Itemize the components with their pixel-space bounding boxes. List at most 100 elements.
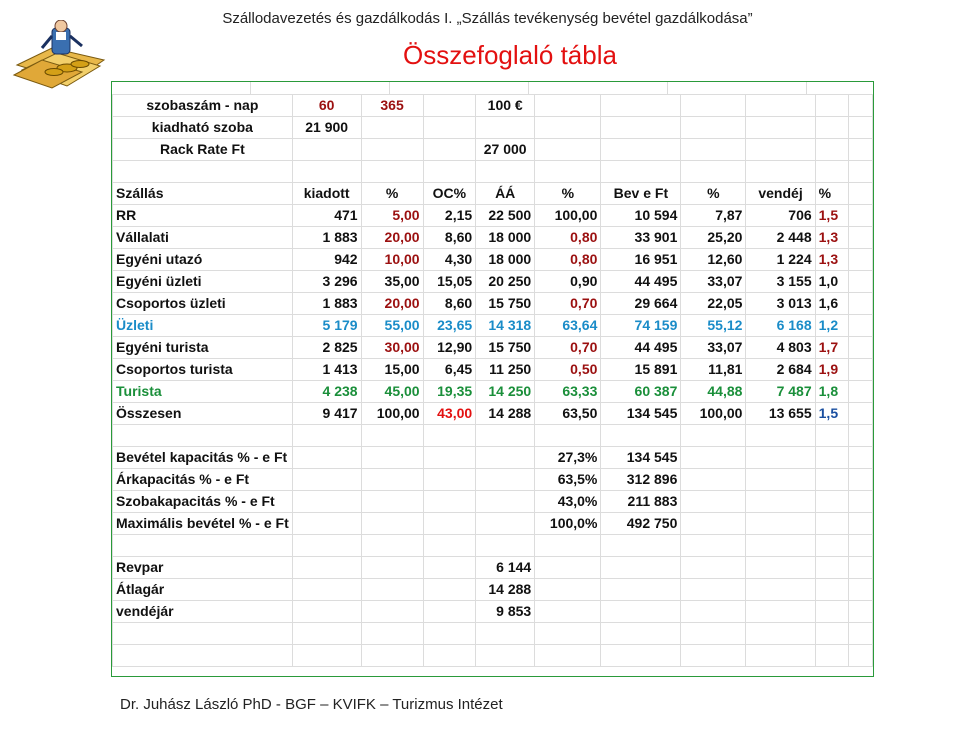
- kpi-label: Átlagár: [112, 578, 293, 601]
- segment-row: Vállalati 1 883 20,00 8,60 18 000 0,80 33 901 2…: [112, 226, 873, 249]
- guests-cell: 13 655: [745, 402, 816, 425]
- pct3-cell: 11,81: [680, 358, 747, 381]
- guests-cell: 3 155: [745, 270, 816, 293]
- pct1-cell: 20,00: [360, 292, 424, 315]
- table-cell: [360, 556, 424, 579]
- oc-cell: 8,60: [422, 226, 477, 249]
- table-cell: [360, 644, 424, 667]
- sold-cell: 1 883: [291, 226, 362, 249]
- table-cell: [680, 556, 747, 579]
- table-cell: [848, 424, 873, 447]
- table-cell: [360, 490, 424, 513]
- kpi-value: 6 144: [475, 556, 536, 579]
- table-cell: [848, 446, 873, 469]
- sold-cell: 2 825: [291, 336, 362, 359]
- pct4-cell: 1,2: [814, 314, 850, 337]
- table-cell: [475, 160, 536, 183]
- rev-cell: 44 495: [600, 336, 682, 359]
- kpi-label: vendéjár: [112, 600, 293, 623]
- table-cell: [600, 424, 682, 447]
- table-cell: [848, 490, 873, 513]
- segment-row: Csoportos üzleti 1 883 20,00 8,60 15 750 0,70…: [112, 292, 873, 315]
- table-cell: [534, 424, 602, 447]
- capacity-row: Bevétel kapacitás % - e Ft 27,3% 134 545: [112, 446, 873, 469]
- pct2-cell: 63,64: [534, 314, 602, 337]
- oc-cell: 8,60: [422, 292, 477, 315]
- table-cell: [680, 534, 747, 557]
- table-cell: [745, 512, 816, 535]
- rooms-nights-label: szobaszám - nap: [112, 94, 293, 117]
- table-cell: [600, 622, 682, 645]
- header-revenue: Bev e Ft: [600, 182, 682, 205]
- pct3-cell: 100,00: [680, 402, 747, 425]
- table-cell: [475, 116, 536, 139]
- aa-cell: 11 250: [475, 358, 536, 381]
- table-cell: [534, 644, 602, 667]
- table-cell: [848, 556, 873, 579]
- rev-cell: 15 891: [600, 358, 682, 381]
- table-cell: [848, 270, 873, 293]
- table-cell: [680, 490, 747, 513]
- table-cell: [360, 160, 424, 183]
- capacity-pct: 63,5%: [534, 468, 602, 491]
- table-cell: [848, 600, 873, 623]
- segment-name: Csoportos üzleti: [112, 292, 293, 315]
- table-cell: [422, 644, 477, 667]
- table-cell: [422, 600, 477, 623]
- table-cell: [848, 182, 873, 205]
- table-cell: [112, 160, 293, 183]
- table-cell: [814, 94, 850, 117]
- table-cell: [291, 512, 362, 535]
- pct2-cell: 0,80: [534, 226, 602, 249]
- segment-row: Üzleti 5 179 55,00 23,65 14 318 63,64 74 159 55…: [112, 314, 873, 337]
- blank-row: [112, 424, 873, 447]
- kpi-row: vendéjár 9 853: [112, 600, 873, 623]
- aa-cell: 18 000: [475, 248, 536, 271]
- header-pct: %: [680, 182, 747, 205]
- kpi-row: Átlagár 14 288: [112, 578, 873, 601]
- table-cell: [745, 556, 816, 579]
- rooms-value: 60: [291, 94, 362, 117]
- capacity-pct: 27,3%: [534, 446, 602, 469]
- capacity-label: Bevétel kapacitás % - e Ft: [112, 446, 293, 469]
- capacity-label: Maximális bevétel % - e Ft: [112, 512, 293, 535]
- segment-row: Egyéni utazó 942 10,00 4,30 18 000 0,80 16 951…: [112, 248, 873, 271]
- segment-name: Üzleti: [112, 314, 293, 337]
- blank-row: [112, 644, 873, 667]
- table-cell: [291, 600, 362, 623]
- table-cell: [680, 160, 747, 183]
- table-cell: [291, 138, 362, 161]
- money-pile-clipart-icon: [12, 20, 106, 89]
- table-cell: [814, 116, 850, 139]
- pct4-cell: 1,5: [814, 402, 850, 425]
- page-title: Összefoglaló tábla: [403, 40, 617, 70]
- table-cell: [680, 512, 747, 535]
- aa-cell: 14 288: [475, 402, 536, 425]
- pct4-cell: 1,6: [814, 292, 850, 315]
- pct1-cell: 100,00: [360, 402, 424, 425]
- table-cell: [112, 534, 293, 557]
- pct2-cell: 63,50: [534, 402, 602, 425]
- table-cell: [291, 160, 362, 183]
- table-cell: [422, 160, 477, 183]
- table-cell: [422, 578, 477, 601]
- pct3-cell: 22,05: [680, 292, 747, 315]
- pct1-cell: 35,00: [360, 270, 424, 293]
- sold-cell: 4 238: [291, 380, 362, 403]
- table-cell: [814, 534, 850, 557]
- table-cell: [814, 622, 850, 645]
- guests-cell: 6 168: [745, 314, 816, 337]
- table-body: szobaszám - nap 60 365 100 € kiadható szoba 2…: [112, 94, 873, 667]
- sheet-top-gridlines: [112, 82, 873, 94]
- header-aa: ÁÁ: [475, 182, 536, 205]
- header-oc: OC%: [422, 182, 477, 205]
- table-cell: [291, 556, 362, 579]
- rev-cell: 44 495: [600, 270, 682, 293]
- pct4-cell: 1,0: [814, 270, 850, 293]
- segment-name: Összesen: [112, 402, 293, 425]
- table-cell: [291, 534, 362, 557]
- rev-cell: 74 159: [600, 314, 682, 337]
- table-cell: [360, 468, 424, 491]
- table-cell: [422, 490, 477, 513]
- table-cell: [848, 248, 873, 271]
